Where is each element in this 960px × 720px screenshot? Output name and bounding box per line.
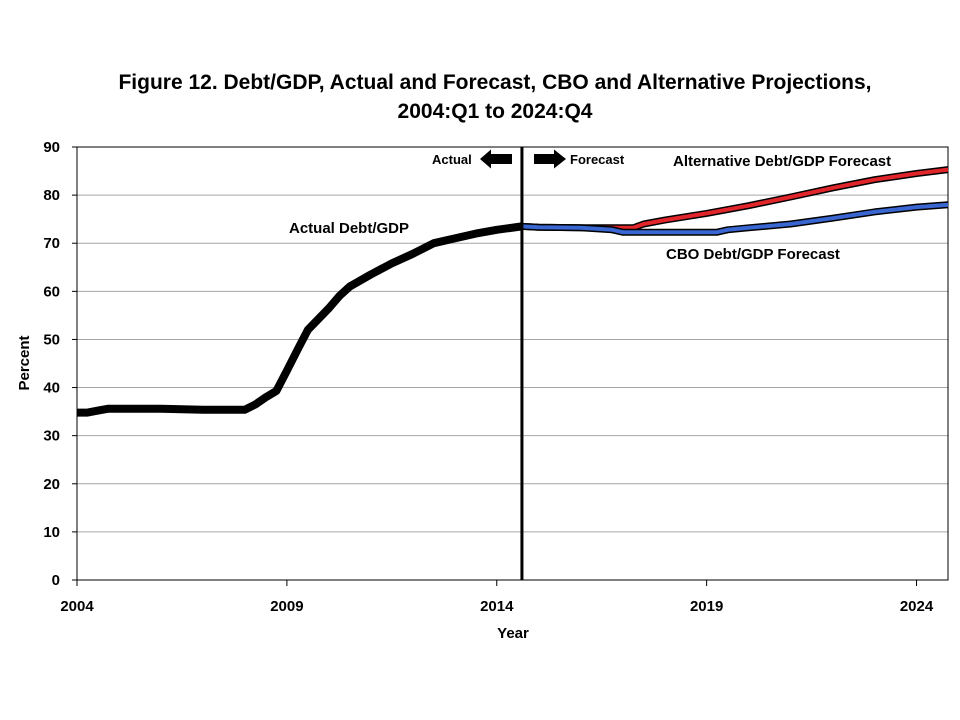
chart-title-line-1: Figure 12. Debt/GDP, Actual and Forecast… (118, 71, 872, 94)
x-tick-label-2024: 2024 (900, 598, 934, 615)
chart-title: Figure 12. Debt/GDP, Actual and Forecast… (0, 68, 960, 126)
x-tick-label-2014: 2014 (480, 598, 514, 615)
x-tick-label-2019: 2019 (690, 598, 723, 615)
y-axis-ticks: 0 10 20 30 40 50 60 70 80 90 (43, 139, 77, 589)
x-axis-ticks: 2004 2009 2014 2019 2024 (60, 580, 934, 615)
x-tick-label-2009: 2009 (270, 598, 303, 615)
y-tick-label-0: 0 (52, 572, 60, 589)
y-tick-label-20: 20 (43, 476, 60, 493)
y-tick-label-50: 50 (43, 331, 60, 348)
series-layer (77, 166, 949, 417)
actual-series-label: Actual Debt/GDP (289, 220, 409, 237)
y-tick-label-10: 10 (43, 524, 60, 541)
y-tick-label-60: 60 (43, 283, 60, 300)
gridlines (77, 146, 948, 581)
y-tick-label-90: 90 (43, 139, 60, 156)
plot-area-border (76, 146, 949, 581)
alternative-series-label: Alternative Debt/GDP Forecast (673, 153, 891, 170)
x-axis-label: Year (497, 625, 529, 642)
x-tick-label-2004: 2004 (60, 598, 94, 615)
series-line-alternative (521, 167, 949, 230)
series-line-cbo (521, 202, 949, 235)
y-tick-label-30: 30 (43, 428, 60, 445)
series-line-actual (77, 222, 523, 417)
cbo-series-label: CBO Debt/GDP Forecast (666, 246, 840, 263)
chart-title-line-2: 2004:Q1 to 2024:Q4 (397, 100, 593, 123)
actual-arrow-label: Actual (432, 152, 472, 167)
y-axis-label: Percent (16, 335, 33, 390)
y-tick-label-40: 40 (43, 380, 60, 397)
y-tick-label-80: 80 (43, 187, 60, 204)
left-arrow-icon (480, 149, 512, 169)
forecast-arrow-label: Forecast (570, 152, 625, 167)
right-arrow-icon (534, 149, 566, 169)
y-tick-label-70: 70 (43, 235, 60, 252)
